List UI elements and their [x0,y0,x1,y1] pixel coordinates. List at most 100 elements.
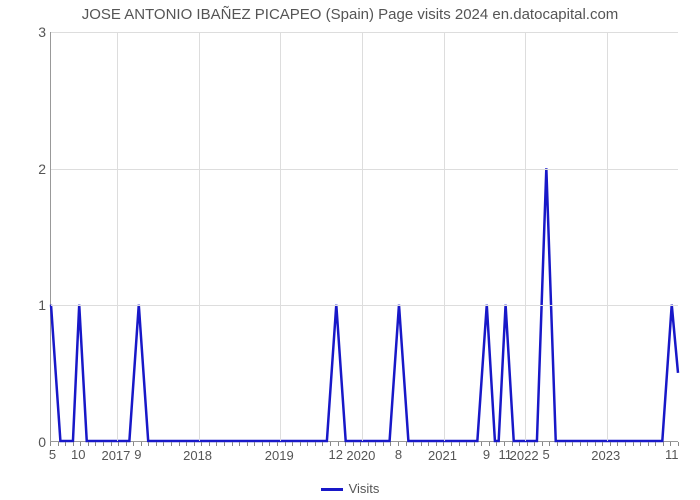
x-minor-tick [617,442,618,446]
x-year-label: 2021 [428,448,457,463]
x-minor-tick [254,442,255,446]
y-tick-label: 3 [38,24,46,40]
x-minor-tick [262,442,263,446]
x-minor-tick [587,442,588,446]
x-minor-tick [239,442,240,446]
x-minor-tick [201,442,202,446]
gridline-v [117,32,118,441]
x-minor-tick [375,442,376,446]
x-minor-tick [88,442,89,446]
x-minor-tick [572,442,573,446]
x-year-label: 2017 [101,448,130,463]
plot-area [50,32,678,442]
x-minor-tick [459,442,460,446]
x-minor-tick [481,442,482,446]
x-minor-tick [186,442,187,446]
x-minor-tick [300,442,301,446]
x-minor-tick [512,442,513,446]
x-minor-tick [443,442,444,446]
gridline-h [51,305,678,306]
y-tick-label: 0 [38,434,46,450]
gridline-v [444,32,445,441]
x-minor-tick [663,442,664,446]
x-minor-tick [232,442,233,446]
x-minor-tick [307,442,308,446]
peak-value-label: 11 [665,447,679,462]
x-minor-tick [179,442,180,446]
x-minor-tick [65,442,66,446]
x-minor-tick [194,442,195,446]
x-minor-tick [277,442,278,446]
gridline-v [362,32,363,441]
peak-value-label: 8 [395,447,402,462]
x-minor-tick [247,442,248,446]
x-minor-tick [163,442,164,446]
x-year-label: 2023 [591,448,620,463]
y-tick-label: 1 [38,297,46,313]
x-minor-tick [292,442,293,446]
x-minor-tick [95,442,96,446]
x-minor-tick [58,442,59,446]
x-minor-tick [595,442,596,446]
x-minor-tick [640,442,641,446]
gridline-v [280,32,281,441]
x-minor-tick [474,442,475,446]
x-minor-tick [534,442,535,446]
x-minor-tick [148,442,149,446]
x-minor-tick [504,442,505,446]
x-minor-tick [436,442,437,446]
peak-value-label: 5 [49,447,56,462]
x-minor-tick [322,442,323,446]
peak-value-label: 12 [329,447,343,462]
x-year-label: 2022 [510,448,539,463]
x-minor-tick [428,442,429,446]
x-year-label: 2019 [265,448,294,463]
x-minor-tick [542,442,543,446]
x-minor-tick [451,442,452,446]
peak-value-label: 10 [71,447,85,462]
x-minor-tick [315,442,316,446]
x-minor-tick [602,442,603,446]
x-minor-tick [489,442,490,446]
gridline-h [51,32,678,33]
peak-value-label: 5 [542,447,549,462]
legend-label: Visits [349,481,380,496]
gridline-v [199,32,200,441]
peak-value-label: 9 [134,447,141,462]
x-minor-tick [118,442,119,446]
x-minor-tick [670,442,671,446]
x-minor-tick [398,442,399,446]
x-minor-tick [678,442,679,446]
x-minor-tick [466,442,467,446]
x-minor-tick [338,442,339,446]
x-minor-tick [156,442,157,446]
chart-container: JOSE ANTONIO IBAÑEZ PICAPEO (Spain) Page… [0,0,700,500]
x-minor-tick [413,442,414,446]
x-minor-tick [360,442,361,446]
x-minor-tick [285,442,286,446]
x-minor-tick [383,442,384,446]
x-minor-tick [527,442,528,446]
gridline-v [607,32,608,441]
x-minor-tick [557,442,558,446]
x-minor-tick [368,442,369,446]
x-minor-tick [345,442,346,446]
gridline-v [525,32,526,441]
y-tick-label: 2 [38,161,46,177]
x-minor-tick [103,442,104,446]
legend: Visits [0,481,700,496]
x-minor-tick [209,442,210,446]
x-minor-tick [269,442,270,446]
peak-value-label: 11 [499,447,513,462]
x-minor-tick [73,442,74,446]
x-minor-tick [610,442,611,446]
x-minor-tick [330,442,331,446]
x-minor-tick [390,442,391,446]
x-minor-tick [224,442,225,446]
x-minor-tick [406,442,407,446]
x-minor-tick [126,442,127,446]
x-minor-tick [496,442,497,446]
x-minor-tick [141,442,142,446]
x-year-label: 2020 [346,448,375,463]
x-minor-tick [549,442,550,446]
